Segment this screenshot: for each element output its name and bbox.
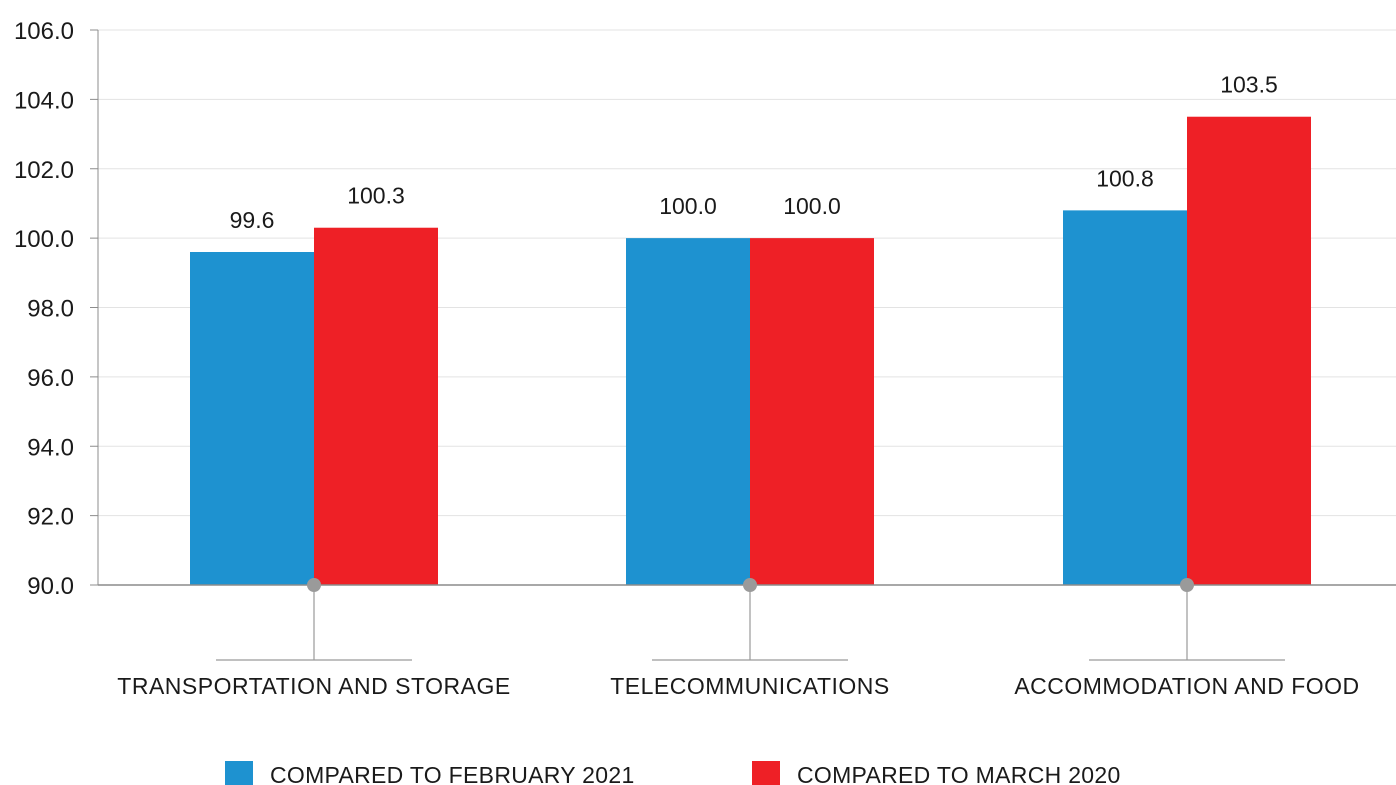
data-label: 100.0 (659, 193, 717, 219)
bar-february-2021 (626, 238, 750, 585)
legend: COMPARED TO FEBRUARY 2021 COMPARED TO MAR… (225, 761, 1121, 785)
data-label: 100.8 (1096, 165, 1154, 191)
data-label: 100.0 (783, 193, 841, 219)
y-axis: 90.0 92.0 94.0 96.0 98.0 100.0 102.0 104.0 106.0 (14, 18, 99, 600)
x-axis: TRANSPORTATION AND STORAGE TELECOMMUNICAT… (98, 578, 1396, 699)
bar-february-2021 (1063, 210, 1187, 585)
y-tick-label: 90.0 (27, 573, 74, 600)
category-marker (1180, 578, 1194, 592)
legend-label: COMPARED TO FEBRUARY 2021 (270, 762, 635, 785)
y-tick-label: 92.0 (27, 504, 74, 531)
legend-swatch (752, 761, 780, 785)
y-tick-label: 98.0 (27, 296, 74, 323)
y-tick-label: 104.0 (14, 87, 74, 114)
x-category-label: ACCOMMODATION AND FOOD (1014, 673, 1359, 699)
bars (190, 116, 1311, 585)
y-tick-label: 100.0 (14, 226, 74, 253)
y-tick-label: 106.0 (14, 18, 74, 45)
x-category-label: TRANSPORTATION AND STORAGE (117, 673, 510, 699)
bar-march-2020 (1187, 116, 1311, 585)
data-label: 103.5 (1220, 72, 1278, 98)
bar-march-2020 (750, 238, 874, 585)
legend-label: COMPARED TO MARCH 2020 (797, 762, 1121, 785)
x-category-label: TELECOMMUNICATIONS (610, 673, 889, 699)
y-tick-label: 102.0 (14, 157, 74, 184)
data-labels: 99.6 100.3 100.0 100.0 100.8 103.5 (230, 72, 1278, 233)
bar-march-2020 (314, 227, 438, 585)
data-label: 99.6 (230, 207, 275, 233)
bar-february-2021 (190, 252, 314, 585)
category-marker (743, 578, 757, 592)
legend-swatch (225, 761, 253, 785)
category-marker (307, 578, 321, 592)
y-tick-label: 96.0 (27, 365, 74, 392)
y-tick-label: 94.0 (27, 434, 74, 461)
data-label: 100.3 (347, 183, 405, 209)
